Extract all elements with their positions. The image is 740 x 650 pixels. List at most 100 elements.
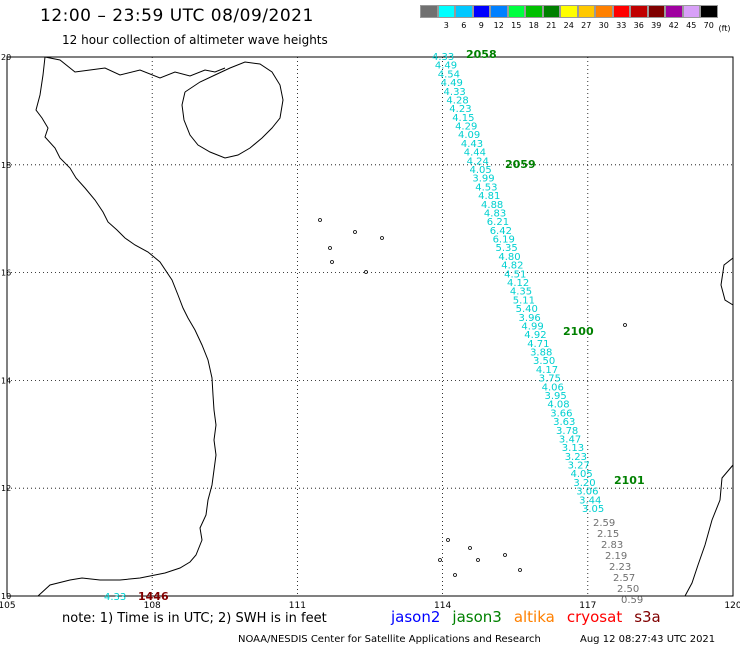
lat-tick-label: 12: [1, 484, 11, 493]
legend-entry: 9: [472, 5, 490, 30]
track-value-low: 2.50: [617, 584, 639, 595]
timestamp: Aug 12 08:27:43 UTC 2021: [580, 634, 716, 645]
track-value: 4.23: [449, 104, 471, 115]
page-title: 12:00 – 23:59 UTC 08/09/2021: [40, 6, 314, 26]
legend-label: 18: [528, 21, 539, 30]
track-value: 4.92: [524, 330, 546, 341]
lon-tick-label: 120: [724, 601, 740, 611]
satellite-cryosat: cryosat: [566, 608, 623, 626]
track-value: 4.17: [536, 365, 558, 376]
track-value: 4.06: [542, 382, 564, 393]
legend-label: 15: [511, 21, 522, 30]
legend-swatch: [577, 5, 595, 18]
track-value: 3.78: [556, 426, 578, 437]
track-value: 4.29: [455, 122, 477, 133]
time-label: 2058: [466, 48, 497, 61]
island: [330, 260, 334, 264]
legend-swatch: [437, 5, 455, 18]
time-label: 1446: [138, 590, 169, 603]
legend-label: 6: [461, 21, 467, 30]
legend-entry: 24: [560, 5, 578, 30]
track-value: 3.95: [545, 391, 567, 402]
track-value: 3.75: [539, 374, 561, 385]
time-label: 2100: [563, 325, 594, 338]
legend-swatch: [490, 5, 508, 18]
island: [476, 558, 480, 562]
legend-label: 39: [651, 21, 662, 30]
track-value: 4.35: [510, 287, 532, 298]
legend-swatch: [472, 5, 490, 18]
time-label: 2101: [614, 474, 645, 487]
track-value: 4.05: [470, 165, 492, 176]
lon-tick-label: 108: [144, 601, 161, 611]
island: [364, 270, 368, 274]
units-note: note: 1) Time is in UTC; 2) SWH is in fe…: [62, 611, 327, 626]
lat-tick-label: 18: [1, 161, 11, 170]
track-value: 3.27: [568, 461, 590, 472]
track-value: 6.42: [490, 226, 512, 237]
legend-swatch: [612, 5, 630, 18]
track-value: 3.44: [579, 495, 601, 506]
legend-swatch: [682, 5, 700, 18]
legend-label: 33: [616, 21, 627, 30]
track-value: 4.33: [444, 87, 466, 98]
legend-entry: 45: [682, 5, 700, 30]
track-value: 4.05: [570, 469, 592, 480]
time-label: 2059: [505, 158, 536, 171]
track-value: 4.24: [467, 156, 489, 167]
track-value: 3.20: [573, 478, 595, 489]
legend-label: 21: [546, 21, 557, 30]
track-value: 5.35: [495, 243, 517, 254]
legend-entry: 27: [577, 5, 595, 30]
legend-swatch: [420, 5, 438, 18]
island: [623, 323, 627, 327]
legend-swatch: [700, 5, 718, 18]
legend-swatch: [507, 5, 525, 18]
track-value: 3.23: [565, 452, 587, 463]
track-value-low: 2.23: [609, 562, 631, 573]
satellite-altika: altika: [513, 608, 555, 626]
track-value: 4.33: [432, 52, 454, 63]
legend-swatch: [542, 5, 560, 18]
island: [438, 558, 442, 562]
island: [446, 538, 450, 542]
track-value: 4.49: [435, 61, 457, 72]
track-value: 5.11: [513, 295, 535, 306]
track-value: 3.66: [550, 408, 572, 419]
legend-swatch: [560, 5, 578, 18]
track-value: 4.09: [458, 130, 480, 141]
legend-swatch: [647, 5, 665, 18]
track-value: 4.81: [478, 191, 500, 202]
legend-entry: 18: [525, 5, 543, 30]
track-value: 4.88: [481, 200, 503, 211]
track-value-low: 2.83: [601, 540, 623, 551]
track-value: 4.53: [475, 182, 497, 193]
track-value: 4.82: [501, 261, 523, 272]
legend-entry: 70: [700, 5, 718, 30]
legend-entry: 36: [630, 5, 648, 30]
island: [503, 553, 507, 557]
coastline-palawan: [684, 464, 734, 597]
legend-label: 9: [478, 21, 484, 30]
track-value-low: 2.59: [593, 518, 615, 529]
track-value-left: 4.33: [104, 592, 126, 603]
track-value: 3.06: [576, 487, 598, 498]
legend-swatch: [595, 5, 613, 18]
track-value: 3.47: [559, 434, 581, 445]
lon-tick-label: 105: [0, 601, 16, 611]
track-value: 6.19: [493, 235, 515, 246]
credit-text: NOAA/NESDIS Center for Satellite Applica…: [238, 634, 541, 645]
island: [380, 236, 384, 240]
page-subtitle: 12 hour collection of altimeter wave hei…: [62, 33, 328, 47]
track-value: 3.99: [472, 174, 494, 185]
island: [328, 246, 332, 250]
track-value: 3.50: [533, 356, 555, 367]
track-value: 4.54: [438, 69, 460, 80]
track-value: 3.88: [530, 348, 552, 359]
map-frame: [6, 56, 734, 597]
legend-entry: 15: [507, 5, 525, 30]
legend-label: 3: [443, 21, 449, 30]
lat-tick-label: 10: [1, 592, 11, 601]
lon-tick-label: 114: [434, 601, 451, 611]
